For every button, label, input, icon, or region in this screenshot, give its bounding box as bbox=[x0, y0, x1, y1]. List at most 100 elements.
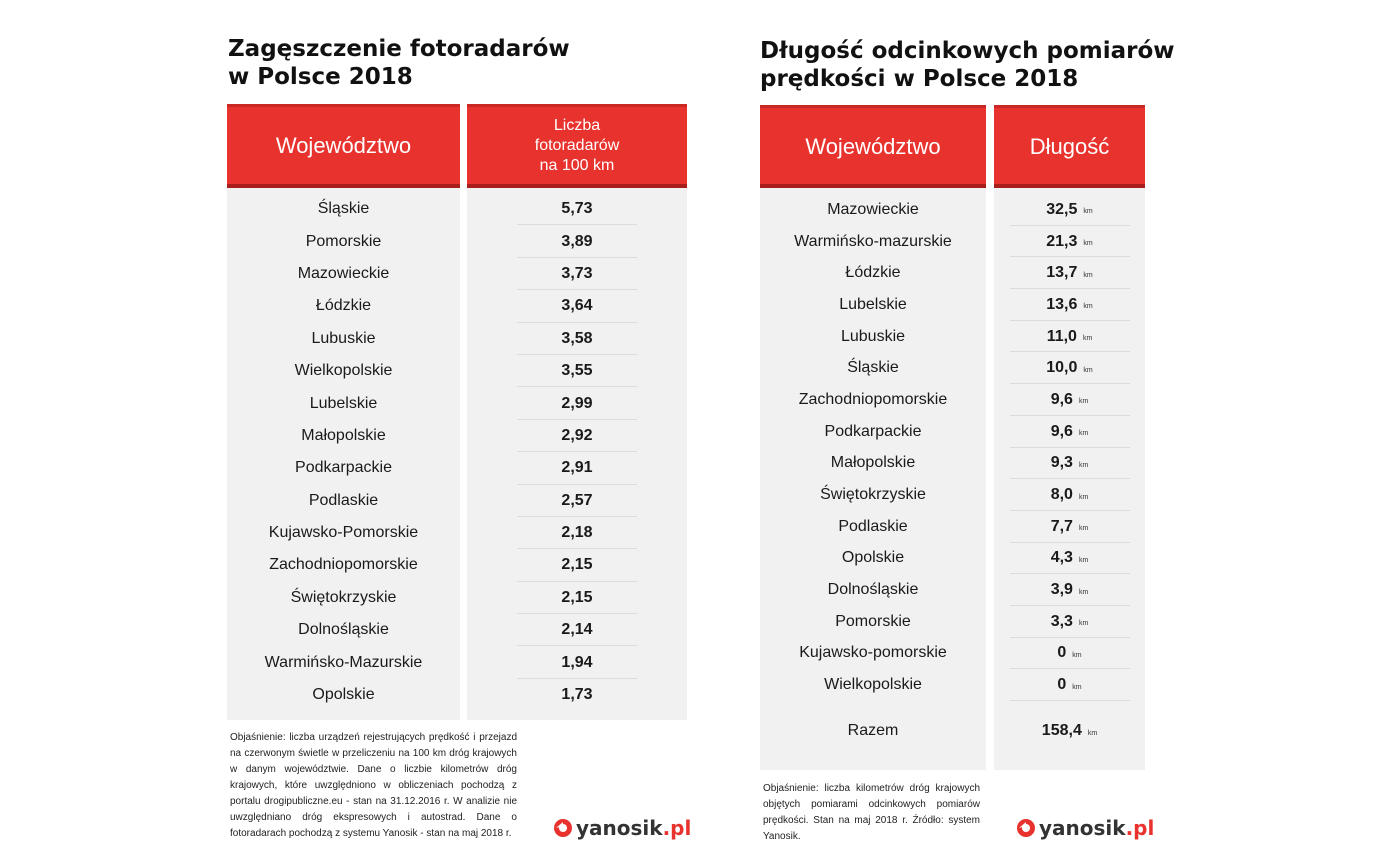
value-unit: km bbox=[1083, 240, 1093, 248]
value-number: 1,73 bbox=[561, 686, 593, 704]
region-name: Dolnośląskie bbox=[298, 621, 389, 639]
left-value-header-line3: na 100 km bbox=[539, 157, 615, 174]
value-number: 2,14 bbox=[561, 621, 593, 639]
value-cell: 2,99 bbox=[467, 387, 687, 420]
region-name: Śląskie bbox=[847, 359, 899, 377]
region-name: Opolskie bbox=[841, 549, 905, 567]
value-cell: 32,5 km bbox=[994, 194, 1145, 226]
value-cell: 3,3 km bbox=[994, 606, 1145, 638]
right-logo-text: yanosik bbox=[1039, 816, 1126, 840]
value-cell: 21,3 km bbox=[994, 226, 1145, 258]
value-number: 7,7 bbox=[1050, 517, 1073, 535]
right-title-line1: Długość odcinkowych pomiarów bbox=[760, 38, 1175, 64]
value-cell: 0 km bbox=[994, 638, 1145, 670]
row-divider bbox=[1009, 383, 1130, 385]
value-cell: 3,9 km bbox=[994, 574, 1145, 606]
row-divider bbox=[517, 613, 637, 615]
value-number: 0 bbox=[1057, 676, 1067, 694]
value-number: 5,73 bbox=[561, 200, 593, 218]
region-name: Mazowieckie bbox=[297, 264, 390, 282]
region-name: Świętokrzyskie bbox=[290, 588, 397, 606]
total-value-cell: 158,4 km bbox=[994, 715, 1145, 747]
row-divider bbox=[517, 353, 637, 355]
left-title: Zagęszczenie fotoradarów w Polsce 2018 bbox=[228, 35, 570, 91]
row-divider bbox=[1009, 446, 1130, 448]
value-cell: 13,7 km bbox=[994, 257, 1145, 290]
region-name: Opolskie bbox=[312, 686, 375, 704]
value-number: 2,91 bbox=[561, 459, 593, 477]
value-unit: km bbox=[1083, 303, 1093, 311]
region-name: Mazowieckie bbox=[827, 200, 919, 218]
row-divider bbox=[1009, 668, 1130, 670]
value-unit: km bbox=[1078, 588, 1089, 596]
value-cell: 9,6 km bbox=[994, 384, 1145, 416]
value-number: 13,7 bbox=[1046, 264, 1078, 282]
region-name: Małopolskie bbox=[301, 426, 386, 444]
value-number: 10,0 bbox=[1046, 359, 1078, 377]
value-cell: 1,94 bbox=[467, 646, 687, 679]
right-region-list: Mazowieckie Warmińsko-mazurskie Łódzkie Lub… bbox=[760, 188, 986, 770]
value-number: 2,57 bbox=[561, 491, 593, 509]
value-number: 8,0 bbox=[1050, 486, 1073, 504]
region-name: Podlaskie bbox=[838, 517, 908, 535]
row-divider bbox=[1009, 509, 1130, 511]
row-divider bbox=[1009, 414, 1130, 416]
value-cell: 7,7 km bbox=[994, 511, 1145, 543]
region-name: Lubuskie bbox=[840, 327, 906, 345]
left-logo-text: yanosik bbox=[576, 816, 663, 840]
value-unit: km bbox=[1072, 651, 1082, 659]
row-divider bbox=[517, 418, 637, 420]
row-divider bbox=[517, 386, 637, 388]
total-unit: km bbox=[1087, 729, 1098, 737]
row-divider bbox=[1009, 604, 1130, 606]
value-cell: 2,92 bbox=[467, 420, 687, 453]
right-value-column: Długość 32,5 km 21,3 km 13,7 km 13,6 km 11,0 km 10… bbox=[994, 105, 1145, 770]
row-divider bbox=[1009, 319, 1130, 321]
region-name: Podlaskie bbox=[308, 491, 379, 509]
value-number: 4,3 bbox=[1050, 549, 1073, 567]
left-value-header-line1: Liczba bbox=[553, 117, 601, 134]
region-name: Kujawsko-pomorskie bbox=[799, 644, 947, 662]
region-name: Podkarpackie bbox=[295, 459, 392, 477]
value-unit: km bbox=[1082, 335, 1093, 343]
row-divider bbox=[517, 289, 637, 291]
value-unit: km bbox=[1078, 556, 1089, 564]
value-number: 3,55 bbox=[561, 362, 593, 380]
value-unit: km bbox=[1078, 620, 1089, 628]
value-unit: km bbox=[1083, 366, 1093, 374]
region-name: Pomorskie bbox=[305, 232, 382, 250]
value-unit: km bbox=[1078, 430, 1089, 438]
left-note: Objaśnienie: liczba urządzeń rejestrując… bbox=[230, 732, 517, 839]
value-number: 32,5 bbox=[1046, 200, 1078, 218]
value-cell: 9,6 km bbox=[994, 416, 1145, 448]
value-number: 2,15 bbox=[561, 588, 593, 606]
value-unit: km bbox=[1078, 525, 1089, 533]
row-divider bbox=[1009, 256, 1130, 258]
region-name: Lubuskie bbox=[311, 329, 376, 347]
region-name: Łódzkie bbox=[845, 264, 901, 282]
value-cell: 3,73 bbox=[467, 258, 687, 291]
value-number: 3,9 bbox=[1050, 581, 1073, 599]
row-divider bbox=[1009, 288, 1130, 290]
value-cell: 3,64 bbox=[467, 290, 687, 323]
value-number: 2,99 bbox=[561, 394, 593, 412]
row-divider bbox=[1009, 541, 1130, 543]
row-divider bbox=[1009, 573, 1130, 575]
right-value-header: Długość bbox=[994, 105, 1145, 188]
region-name: Śląskie bbox=[317, 200, 370, 218]
left-region-column: Województwo Śląskie Pomorskie Mazowieckie Ł… bbox=[227, 104, 460, 720]
region-name: Dolnośląskie bbox=[827, 581, 919, 599]
region-name: Łódzkie bbox=[315, 297, 372, 315]
row-divider bbox=[517, 580, 637, 582]
yanosik-logo-icon bbox=[1017, 819, 1035, 837]
value-number: 0 bbox=[1057, 644, 1067, 662]
row-divider bbox=[1009, 636, 1130, 638]
left-region-header: Województwo bbox=[227, 104, 460, 188]
region-name: Lubelskie bbox=[309, 394, 378, 412]
region-name: Lubelskie bbox=[839, 295, 907, 313]
region-name: Wielkopolskie bbox=[824, 676, 922, 694]
row-divider bbox=[1009, 700, 1130, 701]
row-divider bbox=[517, 451, 637, 453]
value-number: 3,3 bbox=[1050, 612, 1073, 630]
region-name: Zachodniopomorskie bbox=[269, 556, 418, 574]
